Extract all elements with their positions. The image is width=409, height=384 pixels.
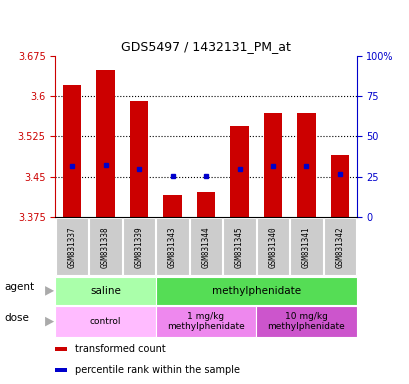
Text: GSM831344: GSM831344 xyxy=(201,226,210,268)
Text: GSM831340: GSM831340 xyxy=(268,226,277,268)
Bar xyxy=(63,85,81,217)
Bar xyxy=(256,218,289,275)
Bar xyxy=(222,218,255,275)
Text: dose: dose xyxy=(4,313,29,323)
Bar xyxy=(55,277,155,305)
Text: percentile rank within the sample: percentile rank within the sample xyxy=(75,365,239,375)
Bar xyxy=(263,113,281,217)
Bar xyxy=(130,101,148,217)
Text: GSM831345: GSM831345 xyxy=(234,226,243,268)
Bar xyxy=(230,126,248,217)
Bar xyxy=(155,277,356,305)
Text: control: control xyxy=(90,317,121,326)
Bar xyxy=(196,192,215,217)
Bar xyxy=(189,218,222,275)
Text: 1 mg/kg
methylphenidate: 1 mg/kg methylphenidate xyxy=(167,312,244,331)
Text: transformed count: transformed count xyxy=(75,344,165,354)
Text: GSM831337: GSM831337 xyxy=(67,226,76,268)
Bar xyxy=(56,218,88,275)
Text: agent: agent xyxy=(4,282,34,292)
Bar xyxy=(330,155,348,217)
Bar xyxy=(96,70,115,217)
Text: methylphenidate: methylphenidate xyxy=(211,286,300,296)
Bar xyxy=(323,218,355,275)
Bar xyxy=(89,218,122,275)
Title: GDS5497 / 1432131_PM_at: GDS5497 / 1432131_PM_at xyxy=(121,40,290,53)
Text: GSM831343: GSM831343 xyxy=(168,226,177,268)
Bar xyxy=(155,306,256,337)
Bar xyxy=(55,306,155,337)
Text: 10 mg/kg
methylphenidate: 10 mg/kg methylphenidate xyxy=(267,312,344,331)
Text: saline: saline xyxy=(90,286,121,296)
Text: GSM831342: GSM831342 xyxy=(335,226,344,268)
Bar xyxy=(297,113,315,217)
Text: GSM831341: GSM831341 xyxy=(301,226,310,268)
Bar xyxy=(163,195,181,217)
Bar xyxy=(156,218,189,275)
Bar xyxy=(289,218,322,275)
Bar xyxy=(122,218,155,275)
Text: GSM831339: GSM831339 xyxy=(134,226,143,268)
Bar xyxy=(55,347,67,351)
Bar xyxy=(256,306,356,337)
Text: GSM831338: GSM831338 xyxy=(101,226,110,268)
Bar xyxy=(55,368,67,372)
